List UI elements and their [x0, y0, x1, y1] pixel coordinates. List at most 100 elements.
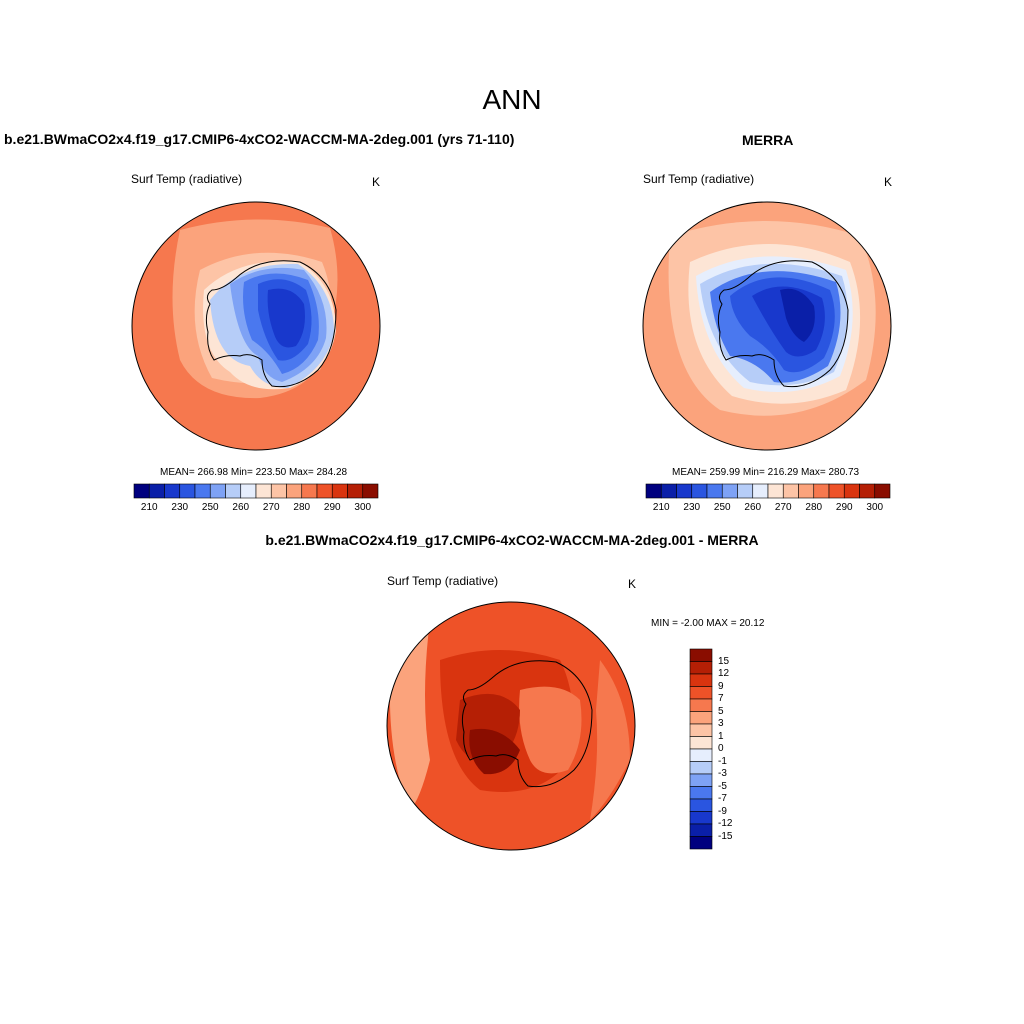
- panel-1-variable: Surf Temp (radiative): [131, 172, 243, 186]
- colorbar-box: [240, 483, 257, 499]
- model-polar-map: [132, 202, 380, 450]
- colorbar-tick-label: 230: [683, 502, 701, 513]
- colorbar-tick-label: 300: [354, 502, 372, 513]
- colorbar-box: [660, 483, 677, 499]
- page-title: ANN: [482, 84, 542, 115]
- colorbar-tick-label: -1: [718, 755, 727, 767]
- colorbar-box: [689, 686, 713, 700]
- colorbar-box: [689, 661, 713, 675]
- colorbar-box: [270, 483, 287, 499]
- colorbar-box: [706, 483, 723, 499]
- colorbar-box: [689, 836, 713, 850]
- colorbar-tick-label: -5: [718, 780, 727, 792]
- colorbar-tick-label: 270: [262, 502, 280, 513]
- panel-3-variable: Surf Temp (radiative): [387, 574, 499, 588]
- colorbar-box: [689, 711, 713, 725]
- colorbar-tick-label: 210: [652, 502, 670, 513]
- colorbar-box: [689, 811, 713, 825]
- colorbar-box: [331, 483, 348, 499]
- colorbar-tick-label: 230: [171, 502, 189, 513]
- colorbar-box: [828, 483, 845, 499]
- colorbar-box: [316, 483, 333, 499]
- colorbar-box: [691, 483, 708, 499]
- colorbar-box: [689, 673, 713, 687]
- panel-1-units: K: [372, 175, 381, 189]
- colorbar-box: [689, 798, 713, 812]
- colorbar-tick-label: 1: [718, 730, 724, 742]
- colorbar-tick-label: 12: [718, 668, 730, 679]
- merra-map-border: [642, 201, 892, 451]
- colorbar-box: [133, 483, 150, 499]
- panel-3-title: b.e21.BWmaCO2x4.f19_g17.CMIP6-4xCO2-WACC…: [265, 532, 759, 548]
- colorbar-box: [782, 483, 799, 499]
- colorbar-box: [148, 483, 165, 499]
- colorbar-box: [689, 761, 713, 775]
- colorbar-tick-label: 300: [866, 502, 884, 513]
- colorbar-box: [362, 483, 379, 499]
- colorbar-tick-label: 270: [774, 502, 792, 513]
- colorbar-box: [859, 483, 876, 499]
- colorbar-box: [179, 483, 196, 499]
- colorbar-box: [689, 698, 713, 712]
- colorbar-tick-label: 7: [718, 693, 724, 704]
- colorbar-tick-label: 290: [323, 502, 341, 513]
- colorbar-tick-label: -7: [718, 793, 727, 804]
- colorbar-tick-label: 260: [232, 502, 250, 513]
- panel-1-stats: MEAN= 266.98 Min= 223.50 Max= 284.28: [160, 467, 348, 478]
- colorbar-tick-label: -15: [718, 830, 733, 842]
- colorbar-tick-label: 250: [713, 502, 731, 513]
- colorbar-box: [347, 483, 364, 499]
- colorbar-diff: [689, 648, 713, 850]
- colorbar-diff-ticks: 15 12 9 7 5 3 1 0 -1 -3 -5 -7 -9 -12 -15: [718, 649, 758, 849]
- colorbar-tick-label: 15: [718, 655, 730, 667]
- difference-polar-map: [387, 602, 635, 850]
- merra-polar-map: [643, 202, 891, 450]
- colorbar-abs-1: [133, 483, 379, 499]
- colorbar-tick-label: 0: [718, 743, 724, 754]
- panel-3-units: K: [628, 577, 637, 591]
- colorbar-tick-label: 9: [718, 680, 724, 692]
- colorbar-tick-label: 3: [718, 718, 724, 729]
- colorbar-tick-label: -12: [718, 818, 733, 829]
- panel-2-variable: Surf Temp (radiative): [643, 172, 755, 186]
- model-map-border: [131, 201, 381, 451]
- panel-1-title: b.e21.BWmaCO2x4.f19_g17.CMIP6-4xCO2-WACC…: [4, 131, 515, 147]
- colorbar-box: [676, 483, 693, 499]
- colorbar-tick-label: 5: [718, 705, 724, 717]
- colorbar-box: [813, 483, 830, 499]
- colorbar-box: [689, 786, 713, 800]
- colorbar-box: [689, 823, 713, 837]
- colorbar-box: [689, 648, 713, 662]
- difference-map-border: [386, 601, 636, 851]
- colorbar-box: [194, 483, 211, 499]
- colorbar-box: [255, 483, 272, 499]
- colorbar-tick-label: 280: [805, 502, 823, 513]
- colorbar-box: [752, 483, 769, 499]
- colorbar-box: [286, 483, 303, 499]
- colorbar-box: [798, 483, 815, 499]
- colorbar-tick-label: 250: [201, 502, 219, 513]
- colorbar-box: [689, 748, 713, 762]
- colorbar-tick-label: 260: [744, 502, 762, 513]
- colorbar-abs-2: [645, 483, 891, 499]
- colorbar-box: [689, 736, 713, 750]
- colorbar-box: [689, 773, 713, 787]
- colorbar-box: [721, 483, 738, 499]
- colorbar-tick-label: 290: [835, 502, 853, 513]
- panel-2-title: MERRA: [742, 132, 794, 148]
- colorbar-abs-2-ticks: 210 230 250 260 270 280 290 300: [646, 502, 890, 516]
- colorbar-tick-label: 210: [140, 502, 158, 513]
- panel-2-stats: MEAN= 259.99 Min= 216.29 Max= 280.73: [672, 467, 860, 478]
- colorbar-box: [645, 483, 662, 499]
- colorbar-tick-label: -3: [718, 768, 727, 779]
- colorbar-tick-label: -9: [718, 805, 727, 817]
- colorbar-abs-1-ticks: 210 230 250 260 270 280 290 300: [134, 502, 378, 516]
- panel-2-units: K: [884, 175, 893, 189]
- colorbar-box: [737, 483, 754, 499]
- colorbar-box: [767, 483, 784, 499]
- colorbar-tick-label: 280: [293, 502, 311, 513]
- colorbar-box: [209, 483, 226, 499]
- colorbar-box: [874, 483, 891, 499]
- colorbar-box: [225, 483, 242, 499]
